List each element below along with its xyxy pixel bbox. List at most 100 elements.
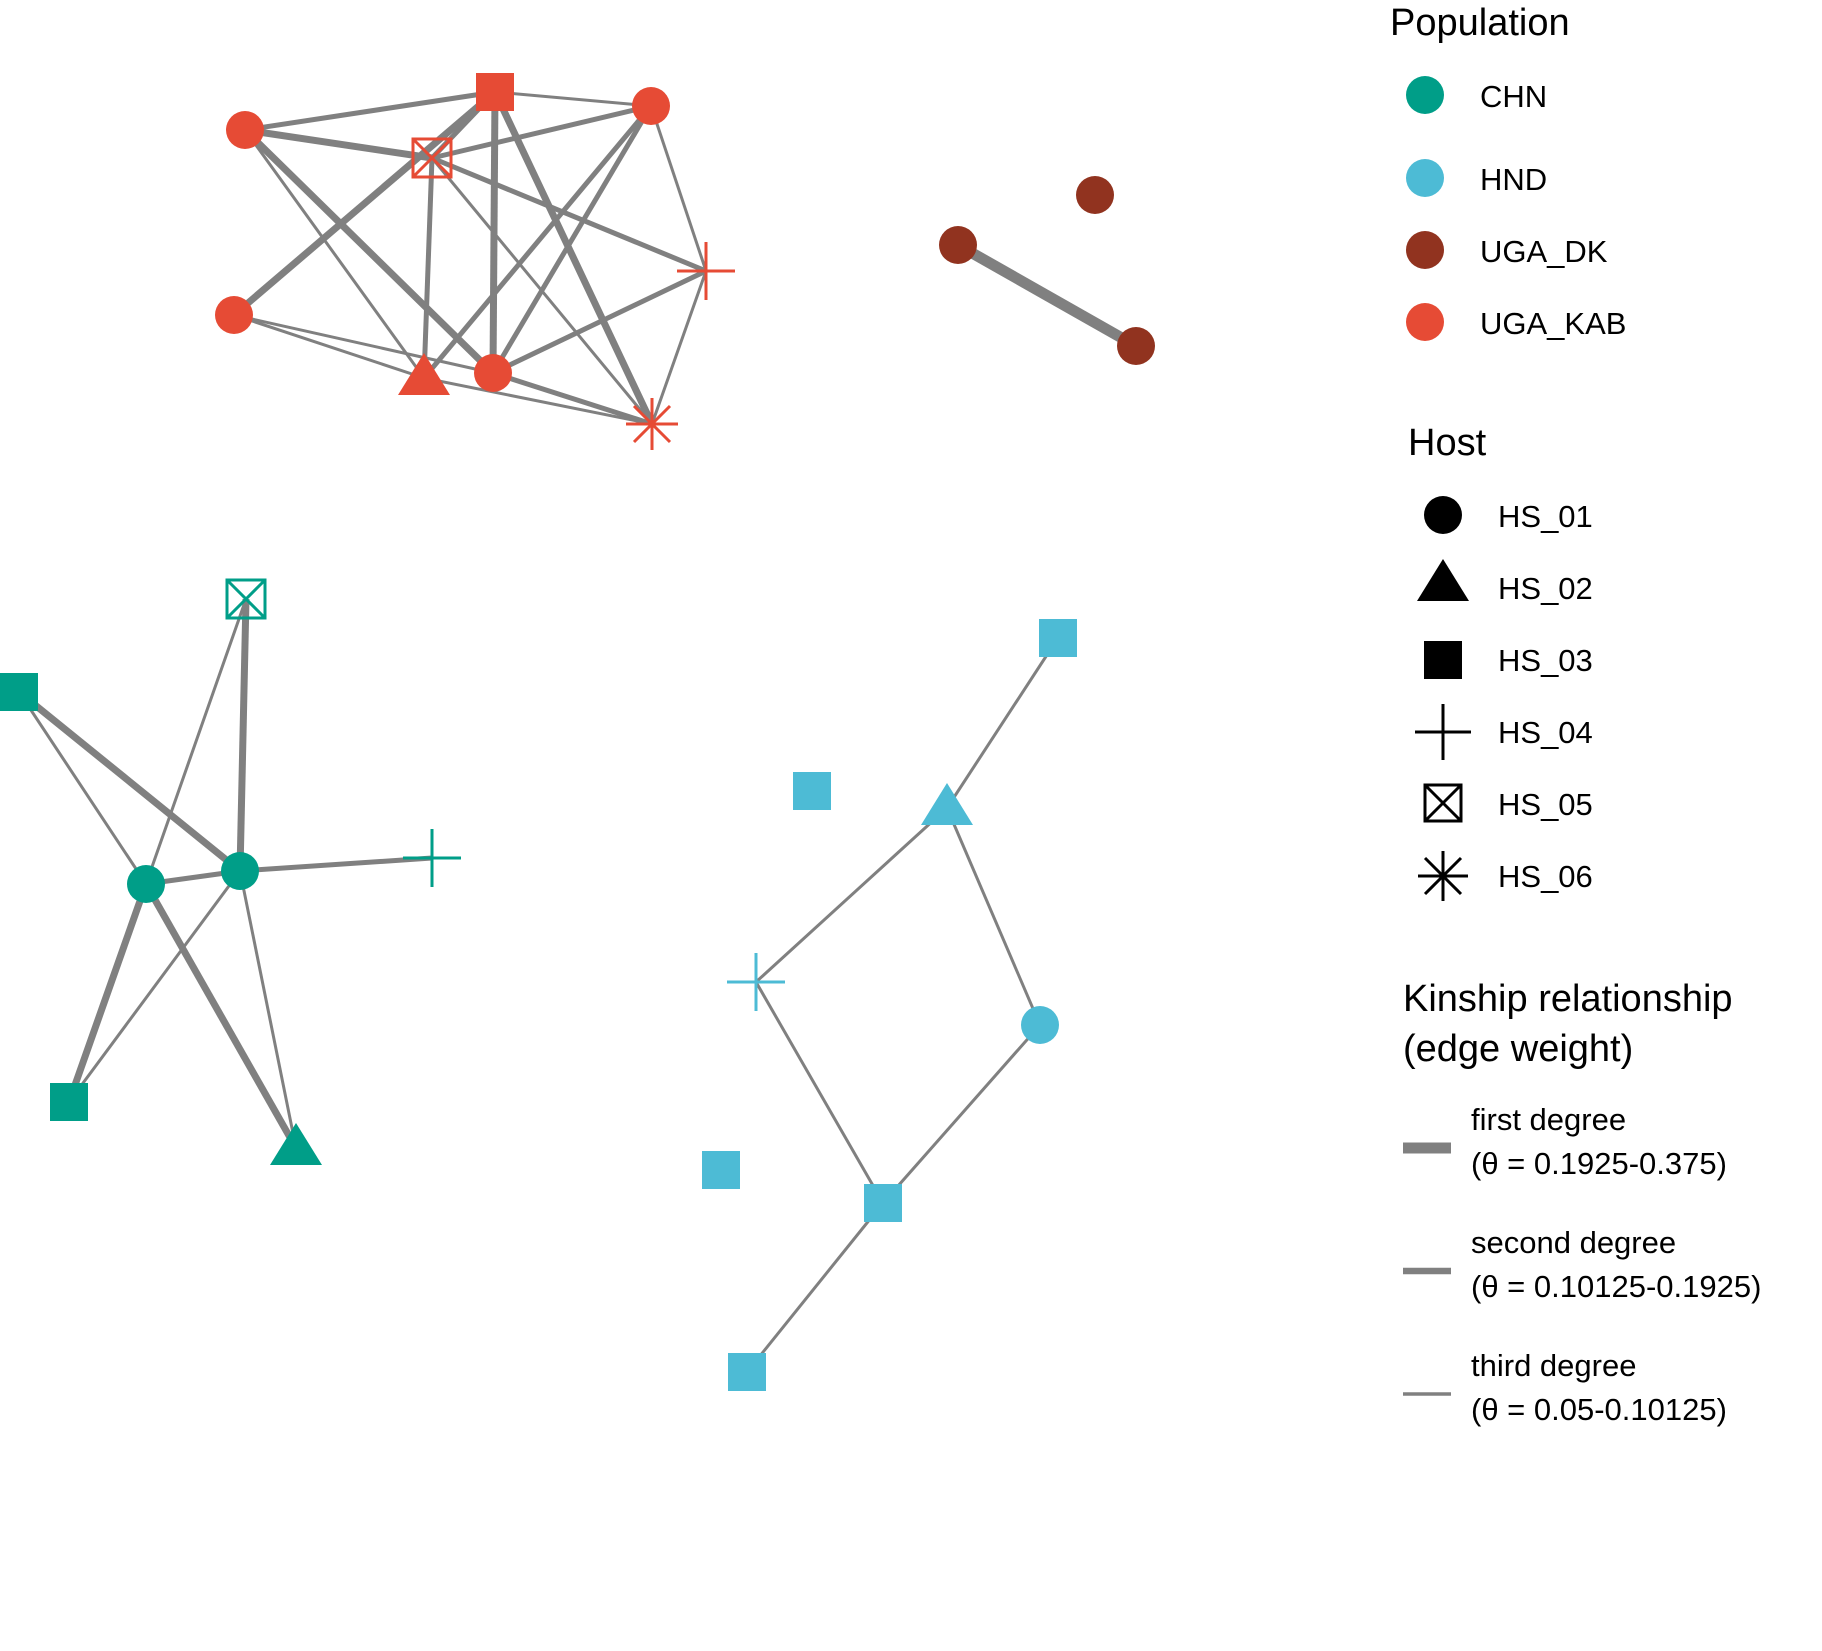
legend-boxed-x-icon: [1423, 783, 1463, 823]
edge-third-degree: [17, 691, 148, 885]
edge-third-degree: [650, 270, 708, 425]
node-circle-icon: [1117, 327, 1155, 365]
edge-third-degree: [243, 129, 426, 379]
edge-third-degree: [430, 157, 654, 425]
legend-label-first-degree: first degree: [1471, 1102, 1626, 1137]
legend-label-hs-01: HS_01: [1498, 499, 1593, 534]
edge-first-degree: [65, 882, 150, 1104]
legend-plus-icon: [1415, 704, 1471, 760]
edge-third-degree: [67, 870, 242, 1103]
edge-third-degree: [144, 598, 248, 885]
edge-second-degree: [422, 104, 653, 380]
node-circle-icon: [226, 111, 264, 149]
node-triangle-icon: [921, 783, 973, 825]
legend-label-hnd: HND: [1480, 162, 1547, 197]
edge-first-degree: [142, 882, 300, 1150]
node-circle-icon: [632, 87, 670, 125]
legend-label-first-degree-range: (θ = 0.1925-0.375): [1471, 1146, 1727, 1181]
node-square-icon: [793, 772, 831, 810]
node-square-icon: [1039, 619, 1077, 657]
edge-third-degree: [233, 313, 494, 375]
edge-third-degree: [233, 313, 425, 380]
edge-second-degree: [491, 268, 708, 376]
legend-label-third-degree: third degree: [1471, 1348, 1636, 1383]
edge-third-degree: [745, 1202, 885, 1373]
node-square-icon: [476, 73, 514, 111]
edge-second-degree: [490, 104, 654, 375]
legend-circle-icon: [1424, 496, 1462, 534]
node-plus-icon: [677, 242, 735, 300]
legend: Population CHN HND UGA_DK UGA_KAB Host H…: [1390, 2, 1761, 1427]
legend-label-hs-02: HS_02: [1498, 571, 1593, 606]
node-plus-icon: [403, 829, 461, 887]
legend-swatch-chn: [1406, 76, 1444, 114]
node-boxed-x-icon: [225, 578, 267, 620]
legend-label-hs-04: HS_04: [1498, 715, 1593, 750]
nodes-layer: [0, 73, 1155, 1391]
node-circle-icon: [215, 296, 253, 334]
node-square-icon: [864, 1184, 902, 1222]
node-circle-icon: [939, 226, 977, 264]
edge-first-degree: [244, 126, 433, 162]
edge-first-degree: [955, 240, 1139, 351]
legend-swatch-uga-kab: [1406, 303, 1444, 341]
edge-second-degree: [239, 855, 433, 874]
edge-third-degree: [945, 807, 1042, 1026]
legend-label-third-degree-range: (θ = 0.05-0.10125): [1471, 1392, 1727, 1427]
population-legend: Population CHN HND UGA_DK UGA_KAB: [1390, 2, 1626, 341]
edges-layer: [16, 89, 1139, 1373]
node-circle-icon: [127, 865, 165, 903]
edge-second-degree: [492, 370, 653, 427]
node-triangle-icon: [398, 353, 450, 395]
edge-first-degree: [236, 598, 250, 872]
edge-third-degree: [754, 981, 885, 1204]
node-circle-icon: [474, 354, 512, 392]
edge-second-degree: [244, 89, 496, 133]
legend-asterisk-icon: [1418, 851, 1468, 901]
node-circle-icon: [1076, 176, 1114, 214]
legend-triangle-icon: [1417, 559, 1469, 601]
edge-second-degree: [431, 103, 652, 161]
edge-third-degree: [423, 376, 653, 426]
edge-third-degree: [649, 105, 708, 272]
legend-swatch-uga-dk: [1406, 231, 1444, 269]
legend-label-second-degree-range: (θ = 0.10125-0.1925): [1471, 1269, 1761, 1304]
edge-third-degree: [881, 1024, 1042, 1204]
legend-swatch-hnd: [1406, 159, 1444, 197]
legend-label-uga-kab: UGA_KAB: [1480, 306, 1626, 341]
legend-square-icon: [1424, 641, 1462, 679]
kinship-legend-title: Kinship relationship: [1403, 978, 1733, 1020]
kinship-legend: Kinship relationship (edge weight) first…: [1403, 978, 1761, 1427]
node-circle-icon: [221, 852, 259, 890]
edge-second-degree: [421, 157, 435, 379]
node-square-icon: [728, 1353, 766, 1391]
node-square-icon: [50, 1083, 88, 1121]
node-triangle-icon: [270, 1123, 322, 1165]
legend-label-second-degree: second degree: [1471, 1225, 1676, 1260]
edge-first-degree: [242, 127, 496, 376]
legend-label-hs-06: HS_06: [1498, 859, 1593, 894]
edge-first-degree: [16, 689, 243, 874]
host-legend: Host HS_01 HS_02 HS_03 HS_04 HS_05: [1408, 422, 1593, 901]
node-boxed-x-icon: [411, 137, 453, 179]
node-circle-icon: [1021, 1006, 1059, 1044]
legend-label-chn: CHN: [1480, 79, 1547, 114]
node-asterisk-icon: [626, 398, 678, 450]
edge-first-degree: [491, 90, 656, 426]
node-square-icon: [702, 1151, 740, 1189]
edge-first-degree: [231, 89, 498, 318]
node-plus-icon: [727, 953, 785, 1011]
node-square-icon: [0, 673, 38, 711]
population-legend-title: Population: [1390, 2, 1570, 44]
edge-third-degree: [494, 90, 652, 108]
legend-label-hs-03: HS_03: [1498, 643, 1593, 678]
edge-third-degree: [945, 637, 1060, 809]
edge-third-degree: [754, 806, 949, 984]
legend-label-uga-dk: UGA_DK: [1480, 234, 1608, 269]
legend-label-hs-05: HS_05: [1498, 787, 1593, 822]
kinship-legend-subtitle: (edge weight): [1403, 1028, 1633, 1070]
host-legend-title: Host: [1408, 422, 1487, 464]
edge-third-degree: [238, 870, 298, 1149]
edge-second-degree: [431, 155, 707, 274]
